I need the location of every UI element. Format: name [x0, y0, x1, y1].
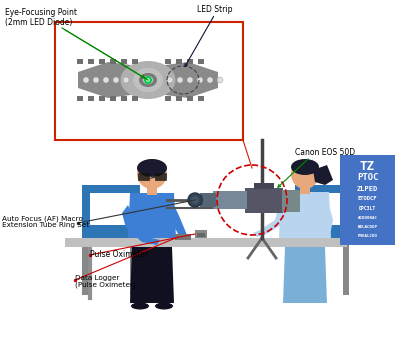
Bar	[200, 193, 216, 207]
Bar	[198, 59, 204, 64]
Bar	[77, 59, 83, 64]
Circle shape	[217, 77, 223, 83]
Bar	[121, 96, 127, 101]
Text: DPC3LT: DPC3LT	[359, 207, 376, 212]
Bar	[195, 195, 203, 205]
Bar	[176, 59, 182, 64]
Bar	[82, 240, 88, 295]
Text: Eye-Focusing Point
(2mm LED Diode): Eye-Focusing Point (2mm LED Diode)	[5, 8, 77, 27]
Bar	[99, 96, 105, 101]
Text: Auto Focus (AF) Macro
Extension Tube Ring Set: Auto Focus (AF) Macro Extension Tube Rin…	[2, 215, 89, 229]
Text: PTOC: PTOC	[357, 174, 378, 182]
Ellipse shape	[155, 302, 173, 310]
Ellipse shape	[131, 302, 149, 310]
Polygon shape	[78, 62, 138, 98]
Circle shape	[83, 77, 89, 83]
Circle shape	[188, 193, 202, 207]
Text: TZ: TZ	[360, 160, 375, 174]
Bar	[88, 96, 94, 101]
Polygon shape	[168, 205, 187, 238]
Circle shape	[167, 77, 173, 83]
Bar	[82, 185, 140, 193]
Text: ZLPED: ZLPED	[357, 186, 378, 192]
Polygon shape	[323, 205, 333, 235]
Text: PHOALCDO: PHOALCDO	[358, 234, 378, 238]
Polygon shape	[279, 192, 331, 238]
Ellipse shape	[137, 159, 167, 189]
Bar	[187, 59, 193, 64]
Bar	[132, 96, 138, 101]
Bar	[175, 234, 191, 240]
Text: NOLACDOP: NOLACDOP	[358, 225, 378, 229]
Bar	[187, 96, 193, 101]
Bar	[77, 96, 83, 101]
Circle shape	[207, 77, 213, 83]
Bar	[282, 190, 300, 212]
Ellipse shape	[291, 159, 319, 175]
Polygon shape	[158, 62, 218, 98]
Bar	[165, 59, 171, 64]
Text: Pulse Oximeter: Pulse Oximeter	[90, 250, 148, 259]
Bar	[245, 188, 283, 213]
Circle shape	[146, 78, 150, 82]
Bar	[300, 182, 310, 194]
Bar	[65, 238, 347, 247]
Bar	[165, 96, 171, 101]
Bar	[254, 183, 274, 189]
Bar	[213, 191, 247, 209]
Polygon shape	[130, 247, 174, 303]
Polygon shape	[128, 193, 176, 238]
Ellipse shape	[133, 68, 163, 92]
Circle shape	[144, 76, 152, 84]
Circle shape	[123, 77, 129, 83]
Bar	[99, 59, 105, 64]
Polygon shape	[253, 205, 285, 237]
Bar	[198, 96, 204, 101]
Text: LED Strip: LED Strip	[197, 5, 233, 14]
Bar	[295, 240, 301, 295]
Polygon shape	[122, 205, 160, 245]
Bar	[121, 59, 127, 64]
Circle shape	[113, 77, 119, 83]
Circle shape	[191, 196, 199, 204]
Bar	[130, 240, 136, 295]
Circle shape	[93, 77, 99, 83]
Circle shape	[177, 77, 183, 83]
Bar	[138, 173, 149, 180]
Bar	[88, 59, 94, 64]
Bar	[295, 185, 353, 193]
Bar	[82, 185, 90, 227]
Ellipse shape	[143, 76, 153, 84]
Circle shape	[103, 77, 109, 83]
Ellipse shape	[120, 61, 176, 99]
Bar	[110, 96, 116, 101]
Text: Data Logger
(Pulse Oximeter): Data Logger (Pulse Oximeter)	[75, 275, 136, 289]
Circle shape	[197, 77, 203, 83]
Circle shape	[157, 77, 163, 83]
Bar	[110, 59, 116, 64]
Bar	[176, 96, 182, 101]
Bar	[55, 22, 243, 140]
Text: ACNDORAC: ACNDORAC	[358, 216, 378, 220]
Bar	[132, 59, 138, 64]
Bar	[345, 185, 353, 227]
Circle shape	[187, 77, 193, 83]
Text: ETODCF: ETODCF	[358, 197, 377, 202]
Bar	[82, 225, 140, 240]
Ellipse shape	[137, 159, 167, 177]
Ellipse shape	[291, 159, 319, 189]
Bar	[343, 240, 349, 295]
Circle shape	[133, 77, 139, 83]
Bar	[155, 173, 166, 180]
Polygon shape	[283, 247, 327, 303]
Bar	[295, 225, 353, 240]
Bar	[147, 182, 157, 195]
Bar	[340, 155, 395, 245]
Text: Canon EOS 50D: Canon EOS 50D	[295, 148, 355, 157]
Bar	[197, 233, 205, 237]
Bar	[195, 230, 207, 238]
Circle shape	[143, 77, 149, 83]
Ellipse shape	[139, 73, 157, 87]
Polygon shape	[313, 165, 333, 185]
